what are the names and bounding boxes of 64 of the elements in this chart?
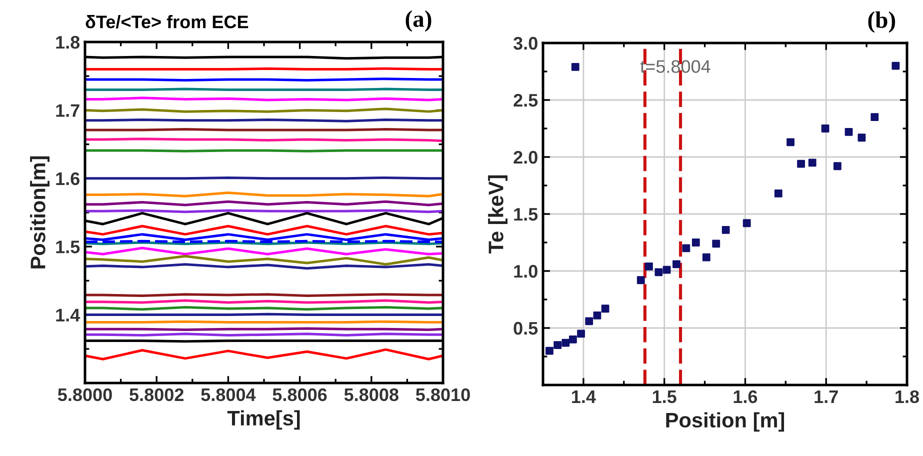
point (702, 253, 710, 262)
point (568, 335, 577, 344)
text: (b) (868, 11, 896, 33)
point (892, 62, 900, 70)
x-tick-label: 5.8002 (130, 388, 184, 402)
y-axis-title: Te [keV] (488, 175, 508, 254)
point (774, 190, 782, 198)
point (712, 240, 720, 248)
line-series (85, 254, 443, 266)
x-axis-title: Time[s] (227, 410, 300, 430)
point (601, 304, 610, 313)
point (577, 330, 585, 338)
point (562, 338, 570, 347)
point (858, 134, 866, 142)
y-tick-label: 1.0 (514, 264, 538, 278)
annotation: t=5.8004 (640, 60, 710, 73)
point (593, 312, 602, 320)
y-tick-label: 1.7 (56, 104, 80, 117)
x-tick-label: 1.5 (652, 390, 676, 404)
x-tick-label: 1.6 (734, 390, 758, 404)
point (821, 124, 830, 132)
y-tick-label: 1.5 (514, 208, 538, 221)
y-tick-label: 2.5 (514, 94, 538, 107)
point (546, 346, 554, 355)
y-axis-title: Position[m] (30, 156, 50, 268)
point (722, 226, 730, 234)
x-tick-label: 5.8000 (58, 388, 112, 402)
point (808, 158, 816, 167)
line-series (85, 246, 443, 256)
y-tick-label: 1.8 (56, 36, 80, 49)
point (672, 260, 680, 268)
line-series (85, 348, 443, 360)
y-tick-label: 3.0 (513, 36, 538, 50)
x-tick-label: 5.8004 (201, 388, 256, 402)
chart-title: δTe/<Te> from ECE (86, 15, 248, 28)
point (571, 62, 580, 71)
point (585, 317, 594, 326)
y-tick-label: 1.5 (56, 240, 80, 254)
x-tick-label: 5.8006 (272, 388, 327, 402)
point (645, 262, 653, 270)
y-tick-label: 2.0 (514, 150, 538, 164)
text: (a) (406, 10, 432, 32)
point (654, 268, 663, 276)
point (662, 266, 671, 274)
point (742, 219, 751, 228)
point (833, 162, 842, 170)
point (692, 238, 700, 246)
x-tick-label: 5.8008 (344, 388, 398, 402)
x-tick-label: 1.7 (814, 390, 838, 403)
point (797, 160, 805, 168)
point (844, 128, 853, 136)
point (636, 276, 645, 284)
y-tick-label: 1.4 (56, 308, 80, 322)
point (682, 244, 690, 252)
x-tick-label: 1.8 (896, 390, 919, 404)
x-tick-label: 1.4 (572, 390, 596, 403)
point (786, 138, 794, 146)
x-axis-title: Position [m] (666, 412, 784, 432)
point (554, 341, 562, 350)
line-series (85, 224, 443, 236)
y-tick-label: 0.5 (514, 322, 538, 335)
x-tick-label: 5.8010 (416, 388, 470, 402)
y-tick-label: 1.6 (56, 172, 80, 186)
point (870, 113, 879, 122)
